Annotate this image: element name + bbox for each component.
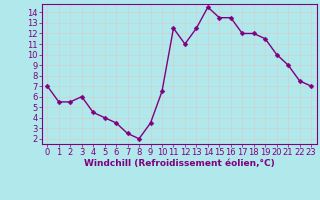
X-axis label: Windchill (Refroidissement éolien,°C): Windchill (Refroidissement éolien,°C) xyxy=(84,159,275,168)
